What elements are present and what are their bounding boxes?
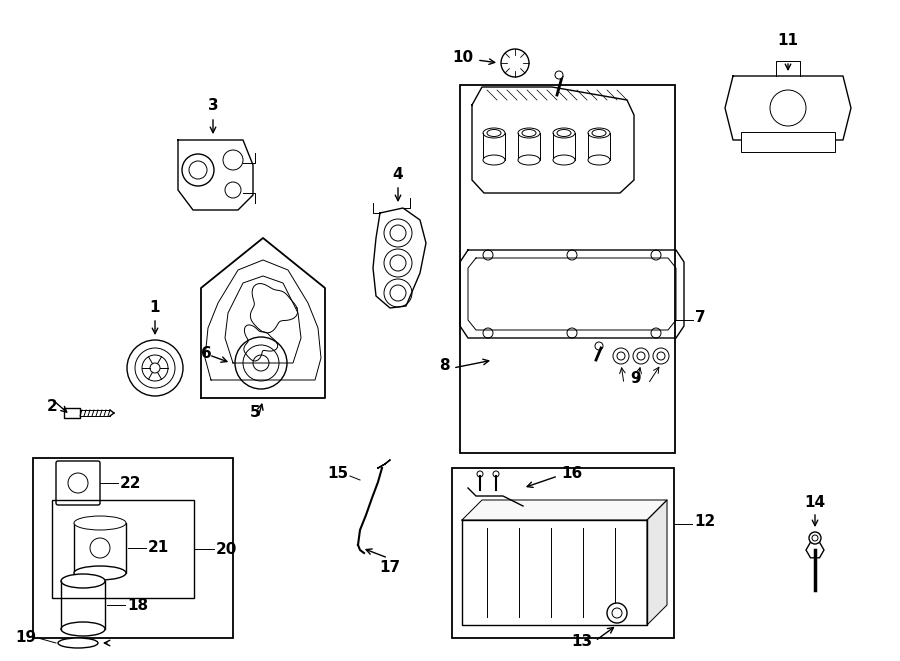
Bar <box>74 523 126 573</box>
Text: 16: 16 <box>561 467 582 481</box>
Bar <box>452 468 674 638</box>
Ellipse shape <box>74 516 126 530</box>
Circle shape <box>595 342 603 350</box>
Circle shape <box>567 250 577 260</box>
Text: 3: 3 <box>208 98 219 113</box>
Circle shape <box>68 473 88 493</box>
Ellipse shape <box>61 622 105 636</box>
Circle shape <box>493 471 499 477</box>
Ellipse shape <box>74 566 126 580</box>
Circle shape <box>653 348 669 364</box>
Text: 1: 1 <box>149 300 160 315</box>
Bar <box>460 85 675 453</box>
Text: 10: 10 <box>452 50 473 65</box>
Text: 15: 15 <box>327 467 348 481</box>
Polygon shape <box>647 500 667 625</box>
Ellipse shape <box>588 155 610 165</box>
Text: 17: 17 <box>380 560 400 575</box>
Text: 19: 19 <box>15 631 36 646</box>
Text: 6: 6 <box>201 346 212 360</box>
Ellipse shape <box>61 574 105 588</box>
Ellipse shape <box>483 155 505 165</box>
Text: 9: 9 <box>631 371 642 386</box>
Text: 2: 2 <box>47 399 58 414</box>
Circle shape <box>483 250 493 260</box>
Text: 11: 11 <box>778 33 798 48</box>
Text: 7: 7 <box>695 311 706 325</box>
FancyBboxPatch shape <box>56 461 100 505</box>
Text: 5: 5 <box>249 405 260 420</box>
Circle shape <box>501 49 529 77</box>
Ellipse shape <box>553 155 575 165</box>
Text: 4: 4 <box>392 167 403 182</box>
Text: 20: 20 <box>216 541 238 557</box>
Circle shape <box>809 532 821 544</box>
Text: 18: 18 <box>127 598 148 613</box>
Polygon shape <box>462 500 667 520</box>
Text: 14: 14 <box>805 495 825 510</box>
Circle shape <box>651 250 661 260</box>
Text: 12: 12 <box>694 514 716 529</box>
Circle shape <box>770 90 806 126</box>
Circle shape <box>477 471 483 477</box>
Bar <box>741 132 835 152</box>
Circle shape <box>607 603 627 623</box>
Polygon shape <box>462 520 647 625</box>
Ellipse shape <box>588 128 610 138</box>
Text: 22: 22 <box>120 475 141 490</box>
Ellipse shape <box>553 128 575 138</box>
Circle shape <box>90 538 110 558</box>
Polygon shape <box>725 76 851 140</box>
Circle shape <box>567 328 577 338</box>
Circle shape <box>651 328 661 338</box>
Ellipse shape <box>518 128 540 138</box>
Text: 13: 13 <box>571 633 592 648</box>
Ellipse shape <box>58 638 98 648</box>
Text: 8: 8 <box>439 358 450 373</box>
Polygon shape <box>472 87 634 193</box>
Bar <box>33 458 233 638</box>
Circle shape <box>555 71 563 79</box>
Bar <box>52 500 194 598</box>
Circle shape <box>633 348 649 364</box>
Circle shape <box>613 348 629 364</box>
Ellipse shape <box>483 128 505 138</box>
Circle shape <box>483 328 493 338</box>
Text: 21: 21 <box>148 541 169 555</box>
Polygon shape <box>806 542 824 558</box>
Ellipse shape <box>518 155 540 165</box>
